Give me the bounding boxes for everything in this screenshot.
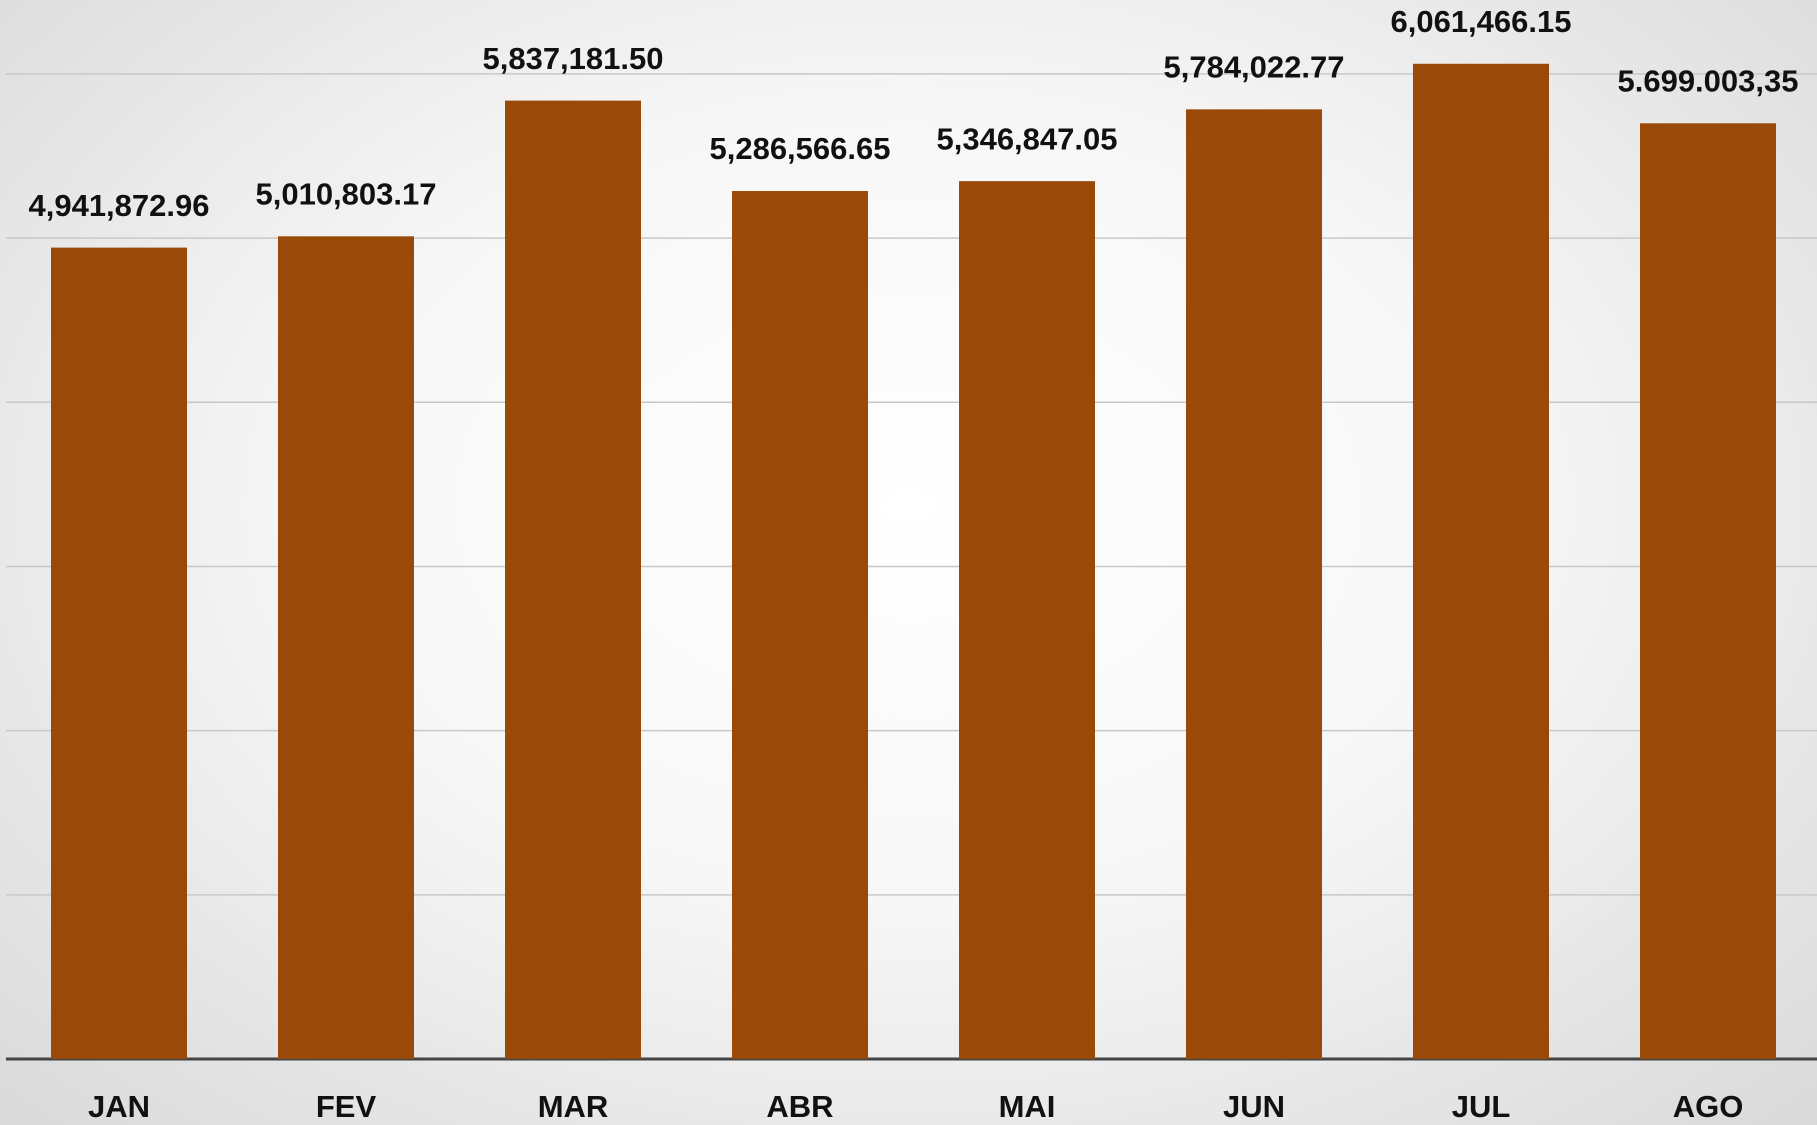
data-label: 6,061,466.15 xyxy=(1390,4,1571,39)
bar xyxy=(278,236,414,1060)
bar xyxy=(732,191,868,1059)
x-tick-label: JAN xyxy=(88,1089,150,1124)
bar xyxy=(959,181,1095,1059)
data-label: 5,346,847.05 xyxy=(936,121,1117,156)
bar xyxy=(1186,109,1322,1059)
x-tick-label: ABR xyxy=(766,1089,833,1124)
data-label: 5,286,566.65 xyxy=(709,131,890,166)
bar xyxy=(51,247,187,1060)
x-tick-label: AGO xyxy=(1673,1089,1744,1124)
data-label: 4,941,872.96 xyxy=(28,188,209,223)
x-tick-label: JUN xyxy=(1223,1089,1285,1124)
data-label: 5,010,803.17 xyxy=(255,176,436,211)
data-label: 5.699.003,35 xyxy=(1617,63,1798,98)
data-label: 5,784,022.77 xyxy=(1163,50,1344,85)
x-tick-label: MAI xyxy=(999,1089,1056,1124)
x-tick-label: MAR xyxy=(538,1089,609,1124)
bar xyxy=(1413,63,1549,1060)
bar xyxy=(505,100,641,1059)
data-label: 5,837,181.50 xyxy=(482,41,663,76)
x-tick-label: JUL xyxy=(1452,1089,1511,1124)
bar xyxy=(1640,123,1776,1060)
x-tick-label: FEV xyxy=(316,1089,377,1124)
